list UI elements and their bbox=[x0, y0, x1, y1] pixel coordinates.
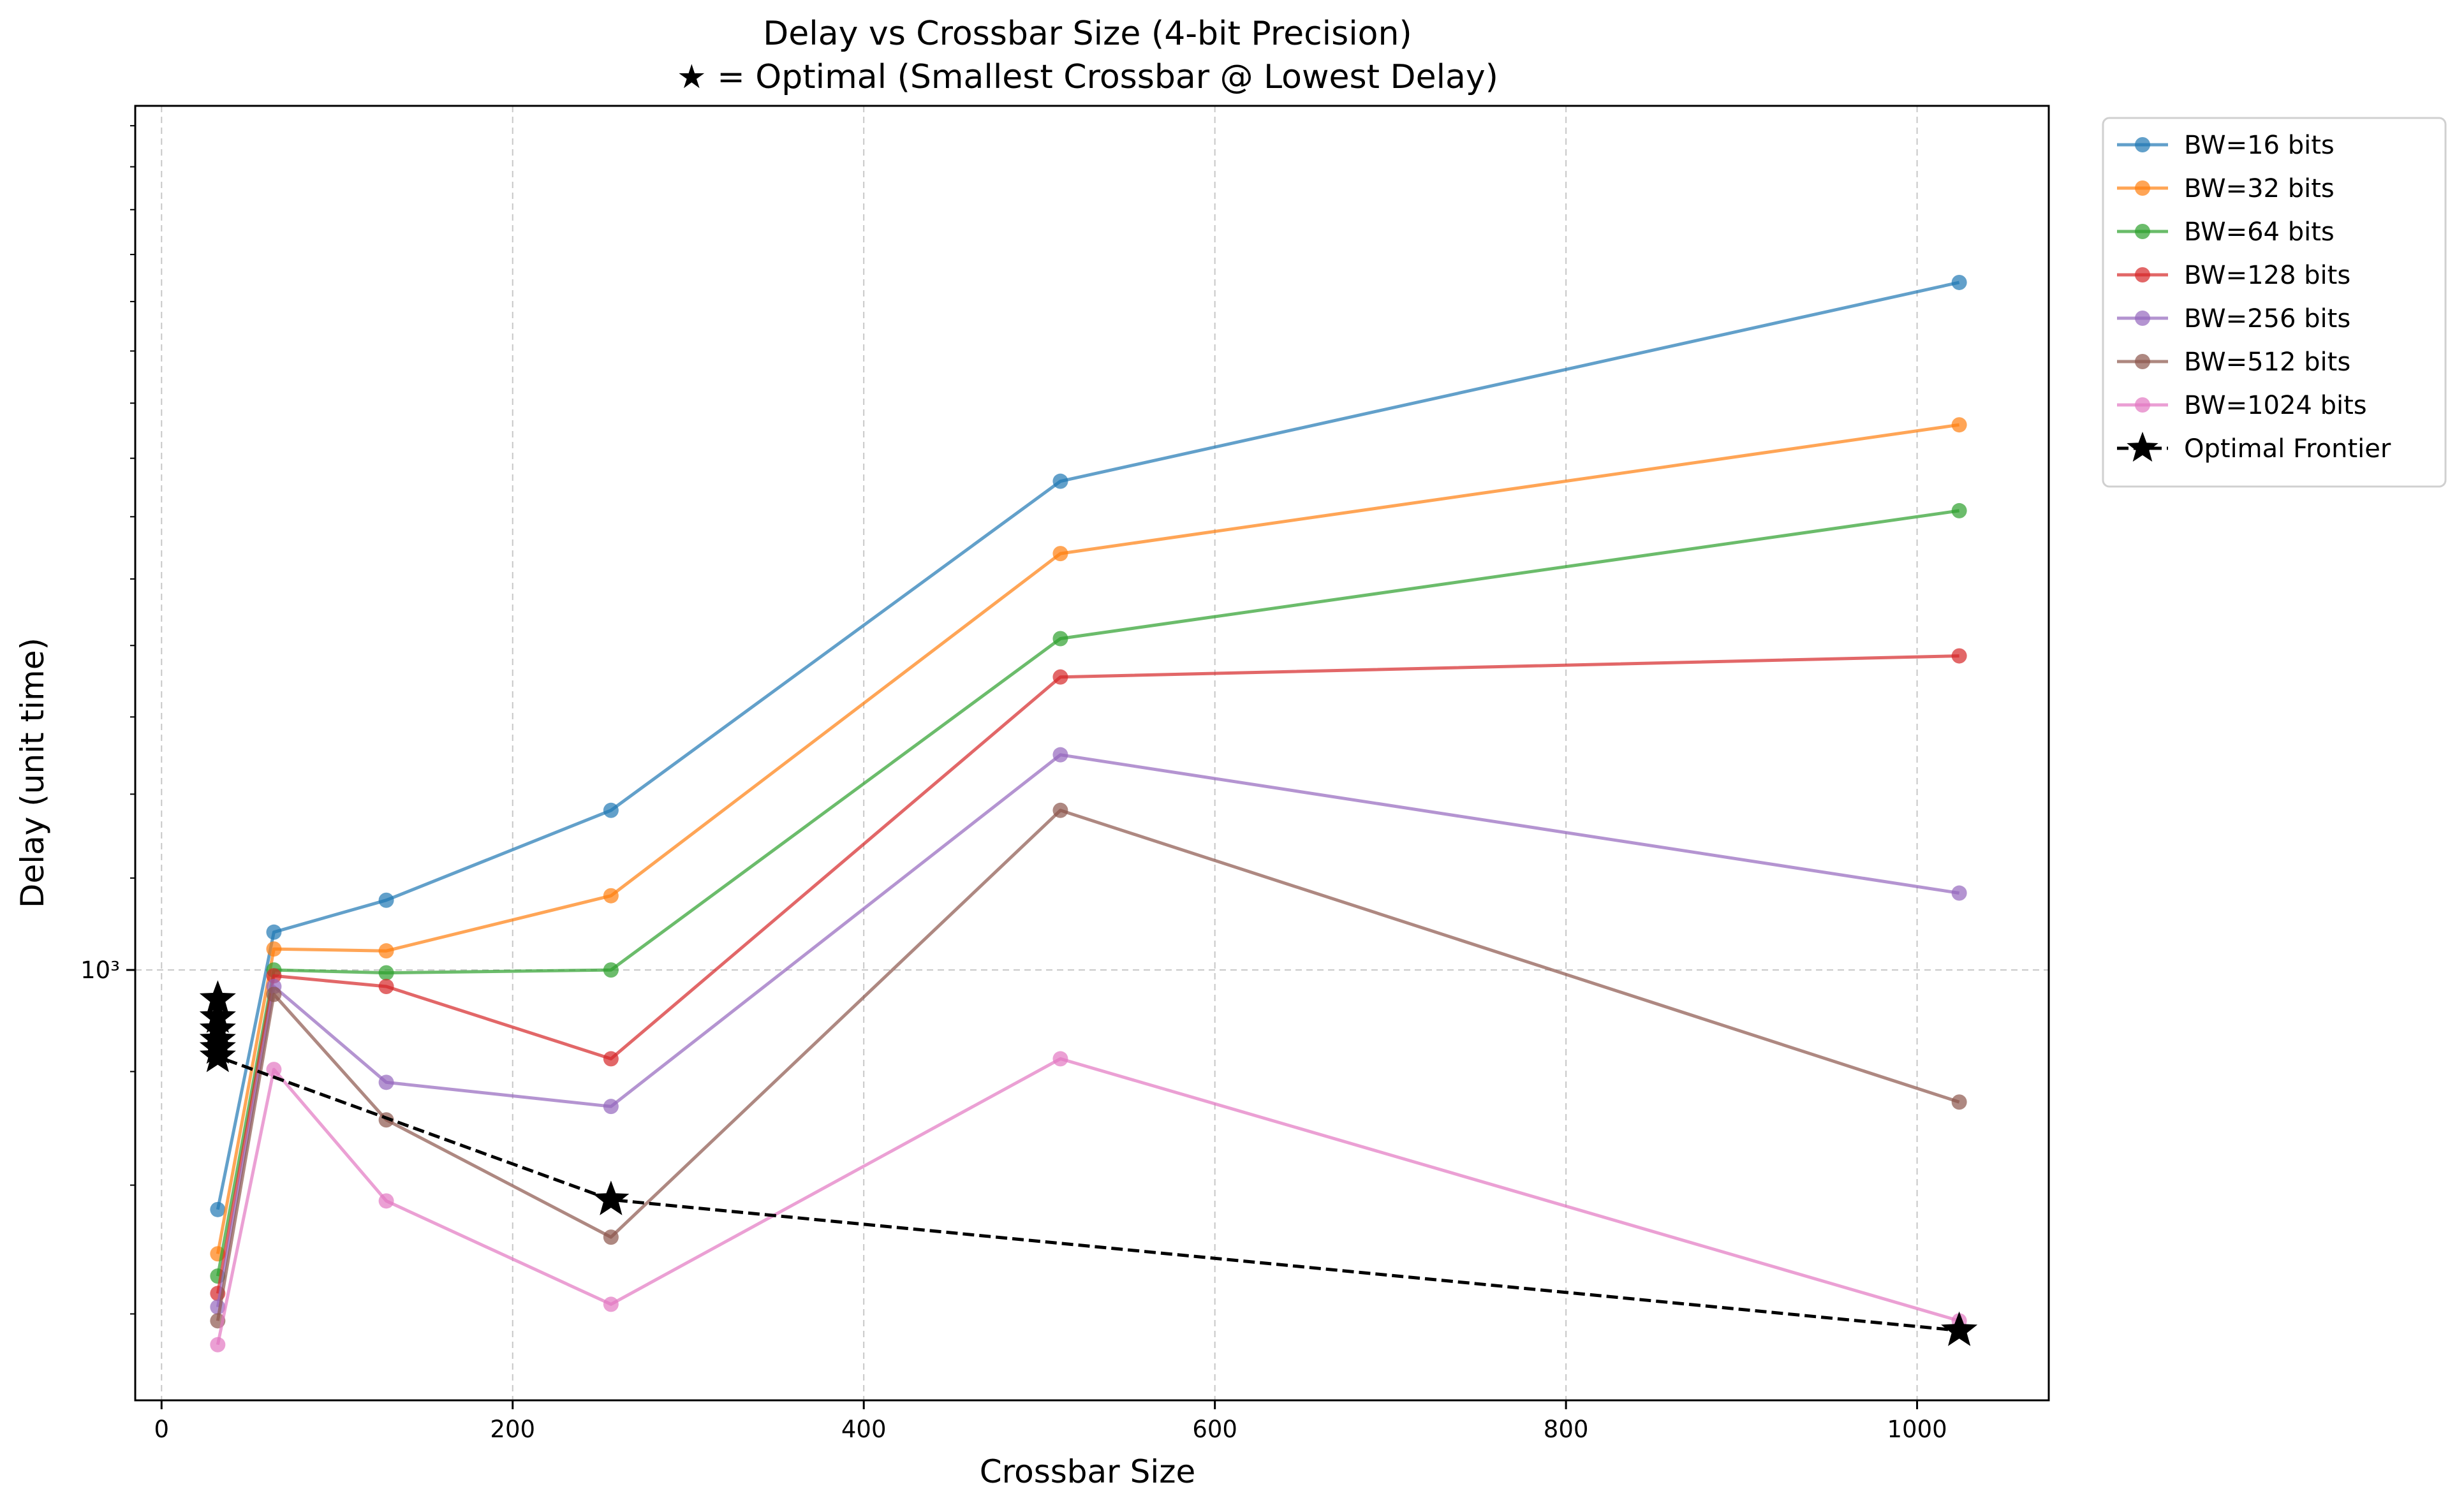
data-point bbox=[603, 1296, 619, 1312]
legend-item: BW=128 bits bbox=[2117, 261, 2350, 290]
data-point bbox=[266, 968, 282, 984]
legend-item: BW=64 bits bbox=[2117, 217, 2335, 247]
data-point bbox=[1951, 1094, 1967, 1110]
legend-marker bbox=[2135, 180, 2150, 196]
x-tick-label: 1000 bbox=[1887, 1416, 1947, 1443]
data-point bbox=[1052, 1051, 1068, 1067]
series-bw-1024-bits bbox=[210, 1051, 1967, 1352]
data-point bbox=[603, 802, 619, 818]
series-line bbox=[216, 809, 1960, 1321]
data-point bbox=[378, 1074, 394, 1090]
legend-label: BW=128 bits bbox=[2184, 261, 2350, 290]
x-axis: 0 200 400 600 800 1000 bbox=[154, 1400, 1947, 1443]
legend: BW=16 bits BW=32 bits BW=64 bits BW=128 bit… bbox=[2102, 117, 2447, 488]
data-point bbox=[266, 986, 282, 1002]
frontier-star bbox=[593, 1180, 630, 1215]
series-line bbox=[216, 1057, 1960, 1345]
data-point bbox=[1951, 648, 1967, 664]
legend-item: BW=16 bits bbox=[2117, 131, 2335, 160]
legend-item: BW=32 bits bbox=[2117, 174, 2335, 203]
x-axis-label: Crossbar Size bbox=[980, 1453, 1196, 1490]
data-point bbox=[210, 1337, 226, 1352]
data-point bbox=[378, 943, 394, 959]
legend-item: BW=256 bits bbox=[2117, 304, 2350, 334]
data-point bbox=[603, 1051, 619, 1067]
series-bw-16-bits bbox=[210, 274, 1967, 1217]
legend-marker bbox=[2135, 224, 2150, 239]
legend-item: BW=1024 bits bbox=[2117, 391, 2367, 420]
data-point bbox=[1052, 546, 1068, 562]
series-line bbox=[216, 654, 1959, 1294]
optimal-frontier bbox=[199, 980, 1978, 1346]
data-point bbox=[603, 888, 619, 904]
data-point bbox=[266, 1062, 282, 1078]
data-point bbox=[1951, 885, 1967, 901]
frontier-star bbox=[199, 1037, 236, 1073]
data-point bbox=[1052, 669, 1068, 685]
data-point bbox=[266, 941, 282, 957]
data-point bbox=[1052, 802, 1068, 818]
legend-marker bbox=[2135, 354, 2150, 369]
legend-marker bbox=[2135, 311, 2150, 326]
x-tick-label: 0 bbox=[154, 1416, 170, 1443]
plot-area bbox=[134, 105, 2050, 1402]
x-tick-label: 600 bbox=[1192, 1416, 1237, 1443]
data-point bbox=[1951, 274, 1967, 290]
legend-marker bbox=[2135, 267, 2150, 282]
y-axis: 10³ bbox=[80, 125, 135, 1315]
legend-item: Optimal Frontier bbox=[2117, 432, 2391, 464]
data-point bbox=[1951, 502, 1967, 518]
legend-item: BW=512 bits bbox=[2117, 348, 2350, 377]
data-point bbox=[266, 924, 282, 940]
series-layer bbox=[210, 274, 1967, 1352]
x-tick-label: 800 bbox=[1544, 1416, 1589, 1443]
legend-label: BW=1024 bits bbox=[2184, 391, 2367, 420]
data-point bbox=[210, 1201, 226, 1217]
x-tick-label: 200 bbox=[490, 1416, 535, 1443]
legend-label: BW=64 bits bbox=[2184, 217, 2335, 247]
data-point bbox=[603, 962, 619, 978]
data-point bbox=[378, 892, 394, 908]
legend-label: BW=32 bits bbox=[2184, 174, 2335, 203]
chart-subtitle: ★ = Optimal (Smallest Crossbar @ Lowest … bbox=[677, 58, 1498, 96]
data-point bbox=[1951, 417, 1967, 433]
legend-box bbox=[2102, 117, 2447, 488]
data-point bbox=[378, 965, 394, 981]
legend-label: Optimal Frontier bbox=[2184, 434, 2391, 464]
y-axis-label: Delay (unit time) bbox=[14, 638, 51, 908]
data-point bbox=[603, 1099, 619, 1115]
frontier-star bbox=[199, 980, 236, 1015]
legend-label: BW=16 bits bbox=[2184, 131, 2335, 160]
frontier-star bbox=[1941, 1311, 1978, 1346]
legend-label: BW=512 bits bbox=[2184, 348, 2350, 377]
legend-star bbox=[2127, 432, 2158, 462]
data-point bbox=[378, 1193, 394, 1209]
x-tick-label: 400 bbox=[841, 1416, 887, 1443]
series-line bbox=[216, 423, 1959, 1254]
legend-marker bbox=[2135, 137, 2150, 152]
data-point bbox=[603, 1229, 619, 1245]
data-point bbox=[1052, 747, 1068, 763]
legend-marker bbox=[2135, 397, 2150, 413]
data-point bbox=[378, 979, 394, 995]
chart-title: Delay vs Crossbar Size (4-bit Precision) bbox=[763, 15, 1412, 53]
series-line bbox=[216, 281, 1960, 1210]
legend-label: BW=256 bits bbox=[2184, 304, 2350, 334]
data-point bbox=[1052, 631, 1068, 647]
data-point bbox=[1052, 473, 1068, 489]
y-tick-label: 10³ bbox=[80, 957, 120, 984]
